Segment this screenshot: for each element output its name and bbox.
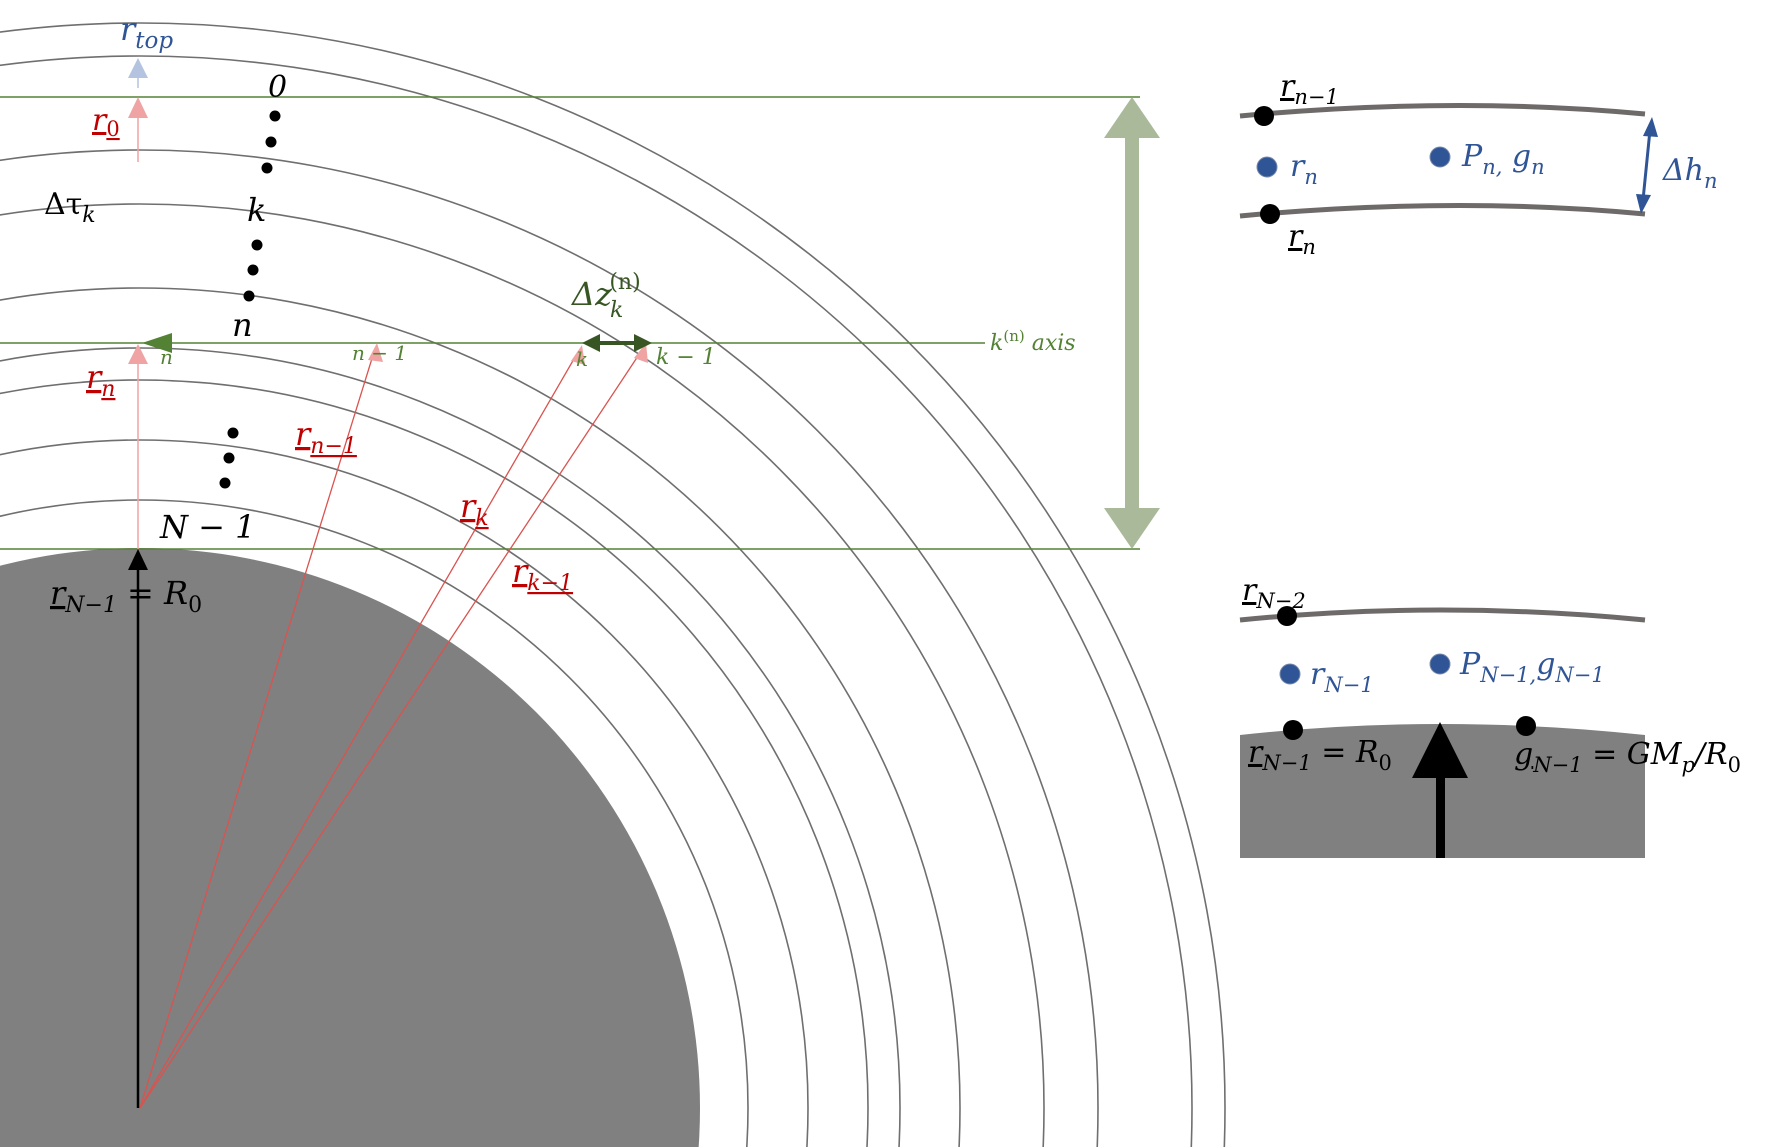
tick-n-label: n bbox=[160, 345, 173, 369]
layer-ring bbox=[0, 203, 1045, 1147]
inset-layer-top-boundary bbox=[1239, 102, 1646, 119]
inset-r-n-label: rn bbox=[1288, 219, 1316, 259]
delta-h-arrowhead-bottom bbox=[1636, 194, 1651, 214]
point-g-N1-surface bbox=[1516, 716, 1536, 736]
r-k-vector bbox=[139, 351, 579, 1109]
tick-n1-label: n − 1 bbox=[352, 341, 407, 365]
planet-body bbox=[0, 548, 700, 1147]
point-r-n1 bbox=[1254, 106, 1274, 126]
surface-gravity-arrow-shaft bbox=[1436, 770, 1445, 858]
radial-vectors bbox=[128, 58, 648, 1109]
layer-ring bbox=[0, 499, 749, 1147]
delta-h-arrowhead-top bbox=[1643, 117, 1658, 137]
r-top-arrowhead bbox=[128, 58, 148, 78]
r-k1-arrowhead bbox=[634, 343, 648, 363]
point-r-n bbox=[1260, 204, 1280, 224]
k-axis-arrowhead bbox=[142, 333, 172, 353]
layer-ring bbox=[0, 379, 869, 1147]
surface-gravity-arrow-head bbox=[1412, 722, 1468, 778]
tick-k1-label: k − 1 bbox=[656, 345, 716, 370]
point-P-g-N1 bbox=[1429, 653, 1451, 675]
inset-layer-bottom-boundary bbox=[1239, 202, 1646, 219]
ellipsis-dot bbox=[247, 264, 259, 276]
k-axis-label: k(n) axis bbox=[990, 327, 1076, 356]
bottom-inset: rN−2 rN−1 PN−1,gN−1 rN−1 = R0 gN−1 = GMp… bbox=[1239, 573, 1741, 858]
inset-r-n1-label: rn−1 bbox=[1280, 69, 1339, 109]
layer-k-label: k bbox=[247, 191, 266, 229]
layer-ring bbox=[0, 55, 1193, 1147]
delta-z-arrow bbox=[582, 334, 652, 352]
point-r-N1-surface bbox=[1283, 720, 1303, 740]
r-n1-vector bbox=[139, 351, 375, 1109]
inset-r-N1-blue-label: rN−1 bbox=[1310, 657, 1374, 697]
ellipsis-dot bbox=[227, 427, 239, 439]
top-inset: rn−1 rn Pn, gn Δhn rn bbox=[1239, 69, 1718, 259]
point-r-N1-center bbox=[1279, 663, 1301, 685]
r-k-label: rk bbox=[460, 487, 489, 531]
inset-delta-h-label: Δhn bbox=[1662, 153, 1718, 193]
total-height-arrow bbox=[1104, 97, 1160, 549]
r-top-label: rtop bbox=[120, 10, 173, 54]
r-0-label: r0 bbox=[92, 103, 120, 141]
r-k-arrowhead bbox=[571, 345, 585, 365]
ellipsis-dot bbox=[269, 110, 281, 122]
r-n1-arrowhead bbox=[368, 343, 383, 362]
inset-g-eq-label: gN−1 = GMp/R0 bbox=[1514, 737, 1741, 777]
r-n1-label: rn−1 bbox=[295, 415, 357, 459]
inset-P-g-N1-label: PN−1,gN−1 bbox=[1459, 647, 1605, 687]
point-P-g bbox=[1429, 146, 1451, 168]
r-k1-label: rk−1 bbox=[512, 552, 573, 596]
r-N1-arrowhead bbox=[128, 549, 148, 570]
layer-ring bbox=[0, 287, 961, 1147]
r-k1-vector bbox=[139, 349, 643, 1109]
point-r-N2 bbox=[1277, 606, 1297, 626]
inset-r-N2-label: rN−2 bbox=[1242, 573, 1306, 613]
layer-n-label: n bbox=[232, 306, 253, 344]
layer-ring bbox=[0, 22, 1226, 1147]
delta-tau-label: Δτk bbox=[44, 187, 96, 228]
ellipsis-dot bbox=[223, 452, 235, 464]
layer-N1-label: N − 1 bbox=[159, 508, 256, 546]
inset-P-g-label: Pn, gn bbox=[1461, 139, 1545, 179]
ellipsis-dot bbox=[219, 477, 231, 489]
ellipsis-dot bbox=[251, 239, 263, 251]
r-n-label: rn bbox=[86, 358, 115, 402]
point-r-n-center bbox=[1256, 156, 1278, 178]
layer-ring bbox=[0, 149, 1099, 1147]
layer-0-label: 0 bbox=[268, 70, 287, 105]
ellipsis-dot bbox=[265, 136, 277, 148]
inset-r-n-blue-label: rn bbox=[1290, 149, 1318, 189]
inset-r-R0-label: rN−1 = R0 bbox=[1248, 735, 1392, 775]
r-n-arrowhead bbox=[128, 344, 148, 364]
r-0-arrowhead bbox=[128, 97, 148, 118]
r-N1-R0-label: rN−1 = R0 bbox=[50, 574, 202, 618]
tick-k-label: k bbox=[576, 347, 588, 371]
ellipsis-dots bbox=[219, 110, 281, 489]
ellipsis-dot bbox=[261, 162, 273, 174]
ellipsis-dot bbox=[243, 290, 255, 302]
layer-ring bbox=[0, 439, 809, 1147]
delta-h-arrow bbox=[1641, 129, 1652, 201]
delta-z-label: Δzk(n) bbox=[570, 270, 641, 323]
